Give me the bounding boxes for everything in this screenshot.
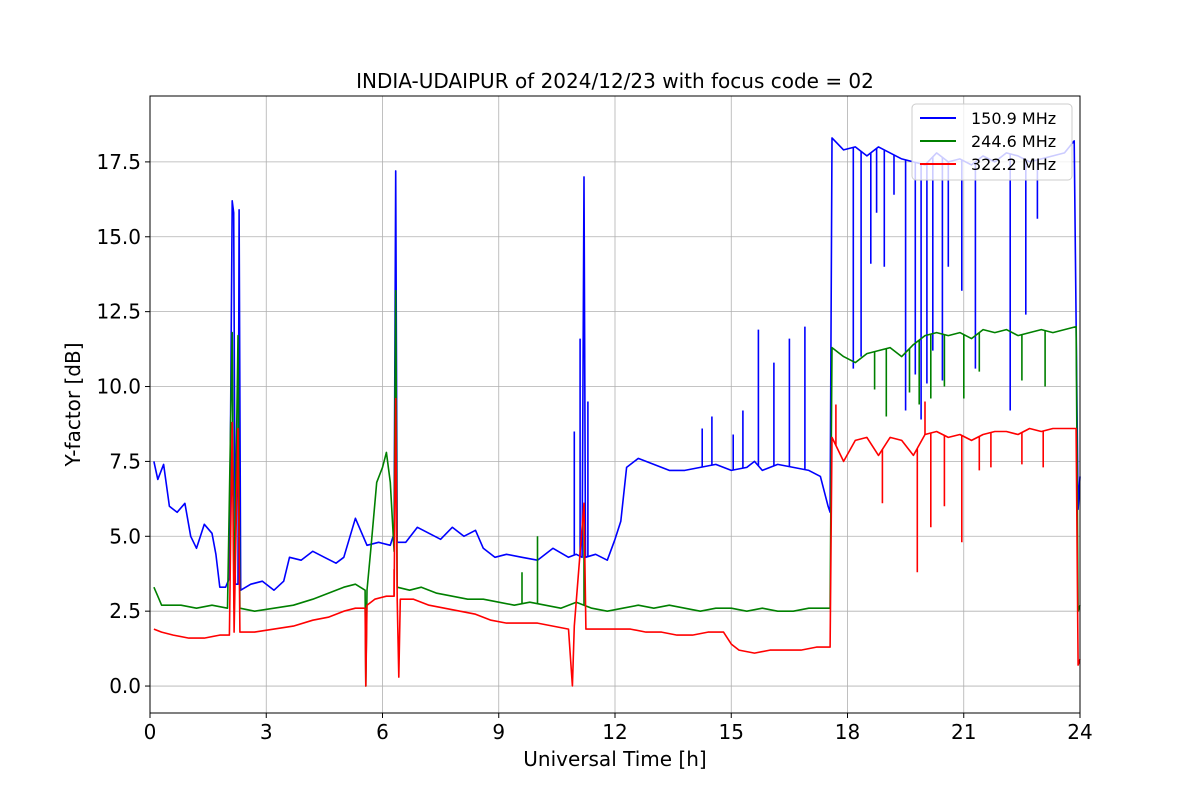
y-tick-label: 10.0 bbox=[96, 375, 141, 399]
legend-box bbox=[911, 103, 1073, 181]
y-tick-label: 7.5 bbox=[109, 449, 141, 473]
legend-label-1: 150.9 MHz bbox=[971, 109, 1056, 128]
x-tick-label: 9 bbox=[492, 720, 505, 744]
x-tick-label: 18 bbox=[835, 720, 860, 744]
x-axis-label: Universal Time [h] bbox=[523, 747, 706, 771]
ticks: 0 3 6 9 12 15 18 21 24 0.0 2.5 5.0 7.5 10.0 12.5 15.0 17… bbox=[96, 150, 1092, 744]
series-line-3 bbox=[153, 397, 1081, 687]
x-tick-label: 0 bbox=[144, 720, 157, 744]
y-axis-label: Y-factor [dB] bbox=[61, 342, 85, 467]
x-tick-label: 24 bbox=[1067, 720, 1092, 744]
legend-label-3: 322.2 MHz bbox=[971, 155, 1056, 174]
y-tick-label: 5.0 bbox=[109, 524, 141, 548]
series-spikes-1 bbox=[573, 147, 1039, 557]
x-tick-label: 3 bbox=[260, 720, 273, 744]
y-tick-label: 15.0 bbox=[96, 225, 141, 249]
legend: 150.9 MHz 244.6 MHz 322.2 MHz bbox=[911, 103, 1073, 181]
x-tick-label: 12 bbox=[602, 720, 627, 744]
chart-title: INDIA-UDAIPUR of 2024/12/23 with focus c… bbox=[356, 69, 874, 93]
series-layer bbox=[153, 137, 1081, 687]
x-tick-label: 21 bbox=[951, 720, 976, 744]
y-tick-label: 0.0 bbox=[109, 674, 141, 698]
legend-label-2: 244.6 MHz bbox=[971, 132, 1056, 151]
series-spikes-3 bbox=[393, 401, 1044, 597]
x-tick-label: 15 bbox=[719, 720, 744, 744]
y-tick-label: 2.5 bbox=[109, 599, 141, 623]
y-tick-label: 12.5 bbox=[96, 300, 141, 324]
y-tick-label: 17.5 bbox=[96, 150, 141, 174]
series-line-1 bbox=[153, 137, 1081, 592]
x-tick-label: 6 bbox=[376, 720, 389, 744]
